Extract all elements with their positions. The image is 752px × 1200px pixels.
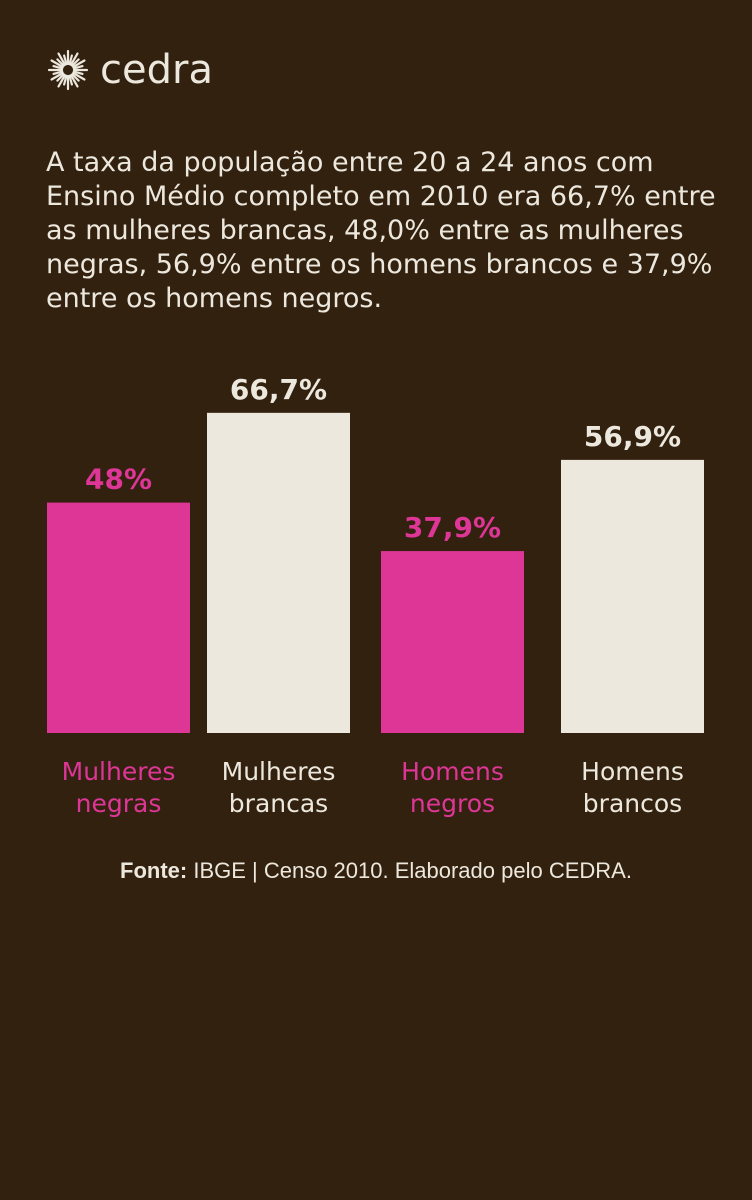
intro-text: A taxa da população entre 20 a 24 anos c… [46, 147, 716, 314]
sun-ray [72, 70, 84, 75]
sun-ray [71, 73, 80, 82]
category-label-line: brancos [583, 789, 682, 818]
sun-ray [72, 71, 86, 81]
category-label-line: brancas [229, 789, 328, 818]
sun-ray [69, 52, 79, 66]
sun-ray [68, 54, 73, 66]
source-text: IBGE | Censo 2010. Elaborado pelo CEDRA. [187, 858, 632, 883]
category-label-line: negros [410, 789, 495, 818]
sun-ray [69, 74, 79, 88]
category-label-line: Homens [401, 757, 504, 786]
bar-value-label: 56,9% [584, 420, 681, 453]
bar-value-label: 48% [85, 463, 152, 496]
brand-logo: cedra [46, 44, 213, 96]
sun-ray [68, 74, 73, 86]
sun-ray [63, 54, 68, 66]
sun-ray [50, 71, 64, 81]
category-label: Homens negros [401, 757, 504, 818]
category-label-line: Mulheres [62, 757, 176, 786]
bar [207, 412, 350, 733]
sun-ray [57, 74, 67, 88]
sun-ray [56, 58, 65, 67]
sun-ray [72, 65, 84, 70]
bar-value-label: 37,9% [404, 511, 501, 544]
sun-ray [52, 70, 64, 75]
sun-ray [71, 58, 80, 67]
bar [561, 459, 704, 733]
bar-chart: 48% Mulheres negras 66,7% Mulheres brancas 37,… [47, 373, 704, 818]
sun-burst-icon [47, 49, 89, 91]
category-label-line: negras [76, 789, 162, 818]
bar [47, 502, 190, 733]
sun-ray [57, 52, 67, 66]
source-label: Fonte: [120, 858, 188, 883]
sun-ray [50, 59, 64, 69]
bar-value-label: 66,7% [230, 373, 327, 406]
category-label: Mulheres negras [62, 757, 176, 818]
category-label: Homens brancos [581, 757, 684, 818]
bar [381, 551, 524, 733]
sun-ray [72, 59, 86, 69]
category-label-line: Mulheres [222, 757, 336, 786]
source-note: Fonte: IBGE | Censo 2010. Elaborado pelo… [0, 858, 752, 884]
sun-ray [56, 73, 65, 82]
category-label: Mulheres brancas [222, 757, 336, 818]
sun-ray [52, 65, 64, 70]
category-label-line: Homens [581, 757, 684, 786]
sun-ray [63, 74, 68, 86]
brand-name: cedra [100, 47, 213, 93]
